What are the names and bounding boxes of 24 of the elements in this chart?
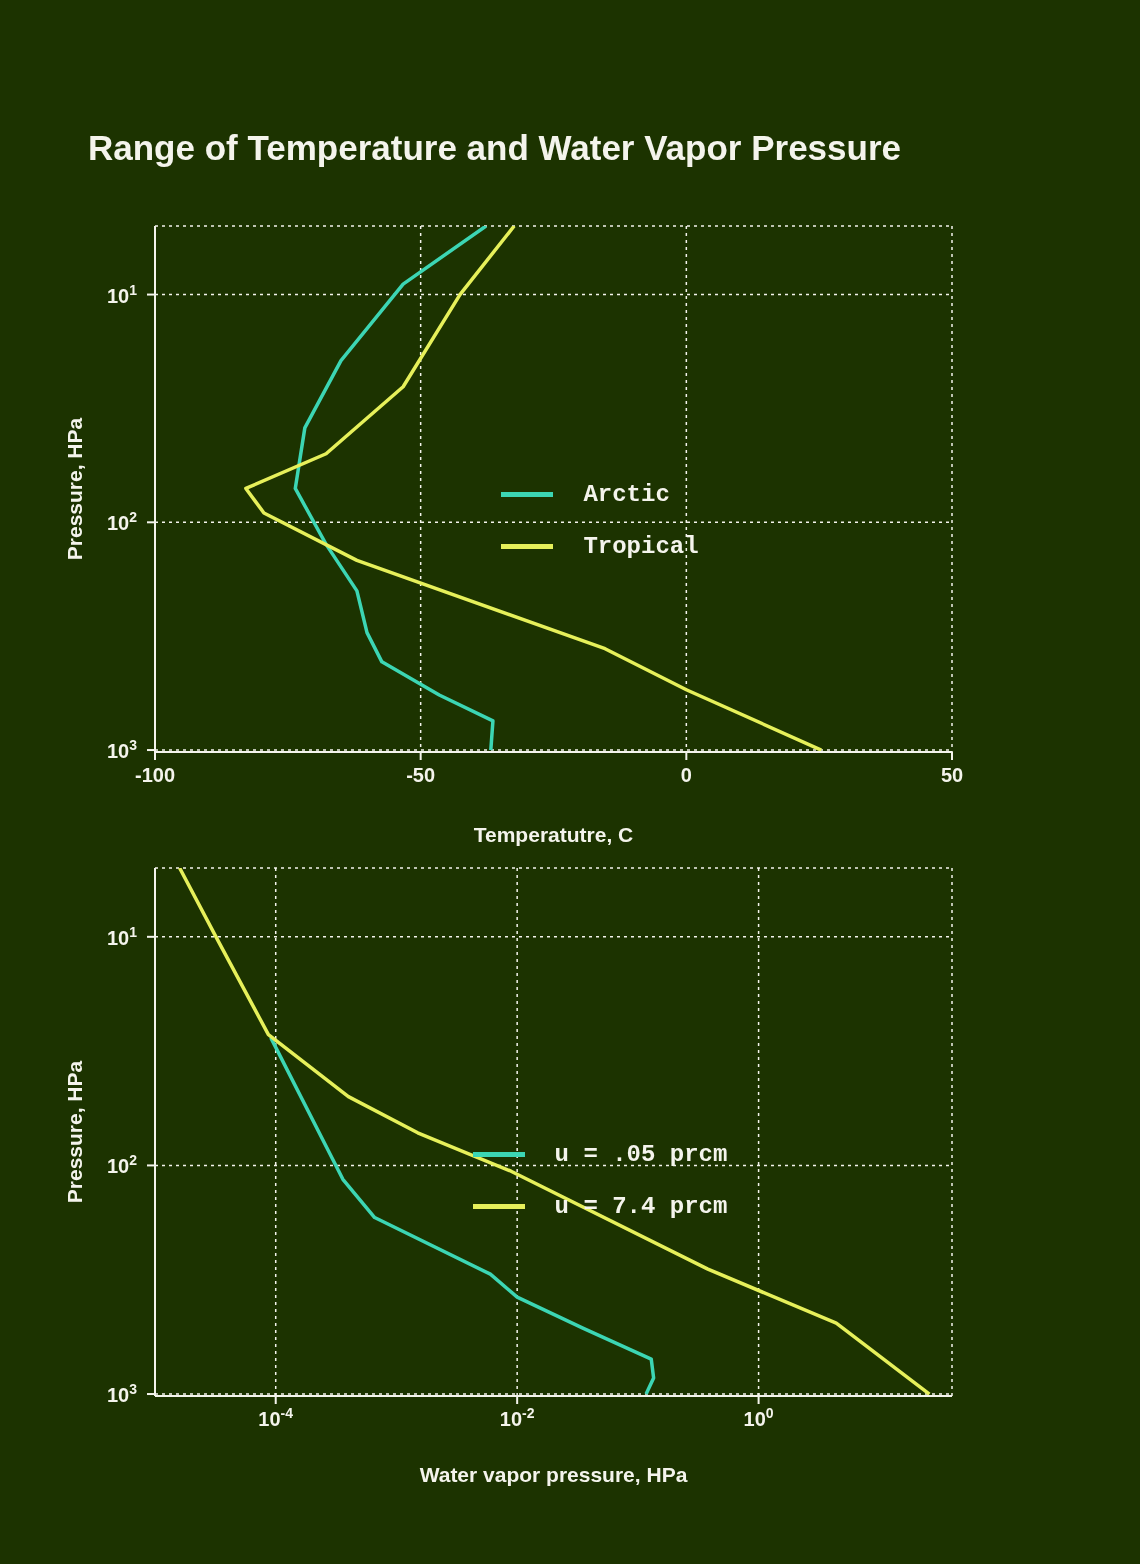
line-series: [244, 226, 824, 752]
line-series: [293, 226, 495, 752]
x-tick-label: 10$^{-4}$: [258, 1405, 294, 1430]
legend-label: Arctic: [583, 480, 670, 508]
y-tick-label: 10$^{2}$: [106, 509, 138, 535]
y-axis-title: Pressure, HPa: [63, 417, 87, 561]
x-tick-label: -50: [406, 764, 436, 786]
y-tick-label: 10$^{1}$: [106, 281, 138, 307]
x-tick-label: 50: [940, 764, 964, 786]
x-axis-title: Temperatutre, C: [473, 823, 634, 846]
y-axis-title: Pressure, HPa: [63, 1060, 87, 1204]
chart-title: Range of Temperature and Water Vapor Pressure: [88, 128, 902, 168]
x-tick-label: 10$^{0}$: [743, 1405, 774, 1430]
legend-label: u = 7.4 prcm: [554, 1192, 728, 1220]
legend-label: u = .05 prcm: [554, 1140, 728, 1168]
x-tick-label: 10$^{-2}$: [499, 1405, 535, 1430]
x-tick-label: 0: [680, 764, 692, 786]
x-tick-label: -100: [134, 764, 176, 786]
legend-label: Tropical: [583, 532, 699, 560]
y-tick-label: 10$^{3}$: [106, 1381, 138, 1407]
y-tick-label: 10$^{2}$: [106, 1152, 138, 1178]
y-tick-label: 10$^{1}$: [106, 923, 138, 949]
x-axis-title: Water vapor pressure, HPa: [419, 1463, 688, 1486]
y-tick-label: 10$^{3}$: [106, 737, 138, 763]
